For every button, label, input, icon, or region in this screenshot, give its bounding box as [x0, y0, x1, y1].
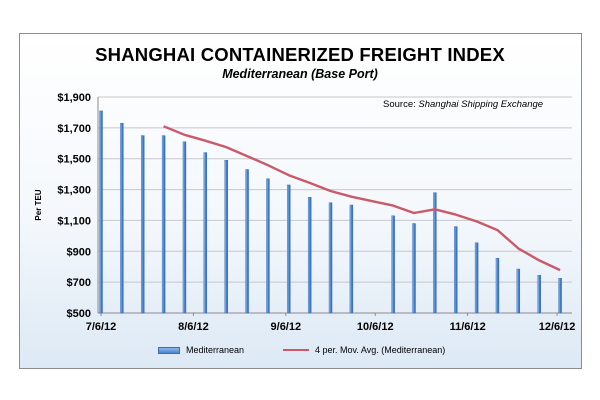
y-tick-label: $700 — [67, 277, 91, 289]
bar-mediterranean — [120, 123, 124, 314]
y-tick-label: $1,300 — [57, 185, 91, 197]
x-tick-label: 11/6/12 — [450, 321, 486, 333]
legend-line-swatch — [283, 349, 309, 351]
bar-mediterranean — [328, 202, 333, 314]
bar-mediterranean — [474, 242, 479, 314]
bar-mediterranean — [454, 226, 458, 314]
x-tick-label: 9/6/12 — [271, 321, 302, 333]
y-tick-label: $900 — [67, 246, 91, 258]
legend-label-line: 4 per. Mov. Avg. (Mediterranean) — [315, 345, 446, 355]
bar-mediterranean — [495, 258, 500, 314]
source-label: Source: — [383, 99, 419, 110]
chart-title: SHANGHAI CONTAINERIZED FREIGHT INDEX — [95, 44, 505, 65]
bar-mediterranean — [349, 204, 354, 314]
bar-mediterranean — [307, 197, 312, 314]
bar-mediterranean — [412, 223, 416, 314]
chart-subtitle: Mediterranean (Base Port) — [222, 67, 378, 81]
y-tick-label: $1,700 — [57, 123, 91, 135]
y-axis-label: Per TEU — [34, 189, 43, 220]
x-tick-label: 7/6/12 — [86, 321, 117, 333]
bar-mediterranean — [99, 110, 103, 314]
x-tick-label: 12/6/12 — [539, 321, 576, 333]
legend-bar-swatch — [158, 346, 180, 354]
y-tick-label: $1,500 — [57, 154, 91, 166]
bar-mediterranean — [287, 184, 291, 314]
bar-mediterranean — [182, 141, 187, 314]
source-name: Shanghai Shipping Exchange — [418, 99, 544, 110]
bar-mediterranean — [516, 268, 521, 314]
x-tick-label: 10/6/12 — [357, 321, 394, 333]
chart-legend: Mediterranean 4 per. Mov. Avg. (Mediterr… — [0, 345, 600, 359]
bar-mediterranean — [537, 275, 541, 314]
legend-item-line: 4 per. Mov. Avg. (Mediterranean) — [283, 345, 445, 355]
bar-mediterranean — [161, 135, 166, 314]
y-tick-label: $1,900 — [57, 92, 91, 104]
line-moving-average — [163, 125, 561, 272]
y-tick-label: $500 — [67, 308, 91, 320]
bar-mediterranean — [558, 278, 562, 314]
y-tick-label: $1,100 — [57, 215, 91, 227]
bar-mediterranean — [433, 192, 437, 314]
legend-item-bars: Mediterranean — [158, 345, 244, 355]
source-note: Source: Shanghai Shipping Exchange — [383, 99, 543, 110]
bar-mediterranean — [224, 160, 228, 314]
bar-mediterranean — [203, 152, 208, 314]
legend-label-bars: Mediterranean — [186, 345, 245, 355]
bar-mediterranean — [266, 178, 270, 314]
bar-mediterranean — [391, 215, 395, 314]
bar-mediterranean — [141, 135, 145, 314]
bar-mediterranean — [245, 169, 249, 314]
x-tick-label: 8/6/12 — [178, 321, 209, 333]
